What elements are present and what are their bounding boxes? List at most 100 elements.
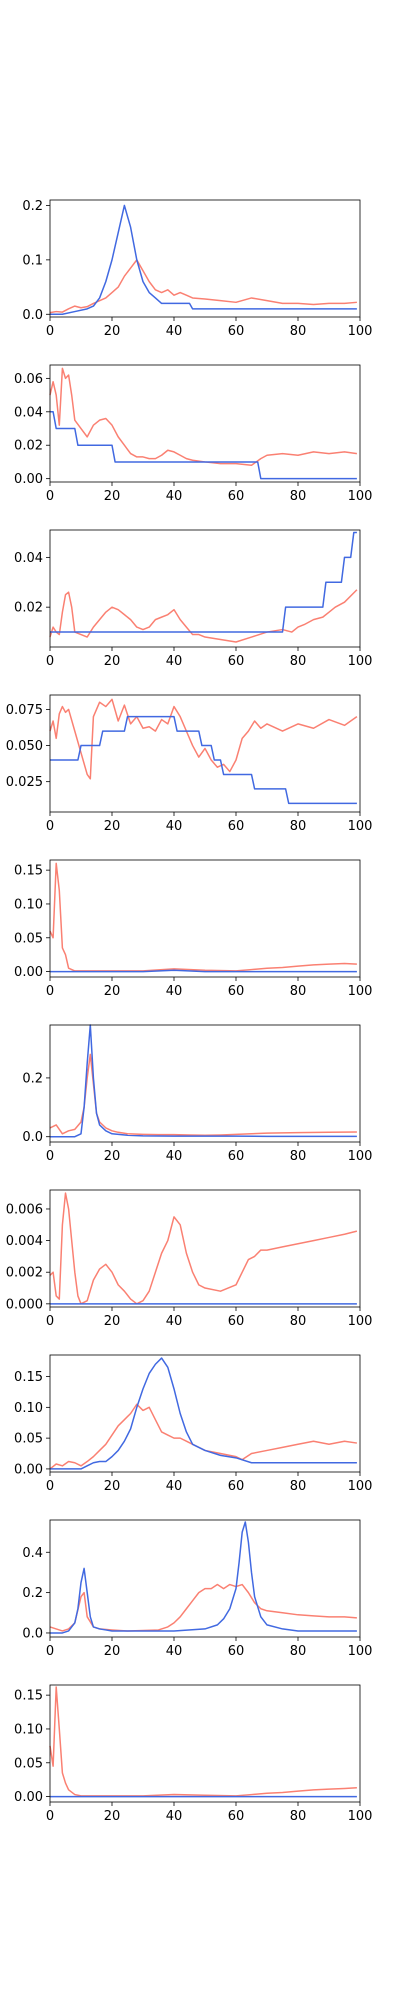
x-tick-label: 20 — [104, 984, 121, 999]
x-tick-label: 80 — [290, 1809, 307, 1824]
x-tick-label: 20 — [104, 1809, 121, 1824]
x-tick-label: 40 — [166, 654, 183, 669]
y-tick-label: 0.15 — [14, 1689, 43, 1704]
y-tick-label: 0.0 — [22, 1130, 43, 1145]
chart-panel-6: 0 20 40 60 80 100 0.0 0.2 — [22, 1024, 373, 1164]
y-tick-label: 0.04 — [14, 405, 43, 420]
x-tick-label: 40 — [166, 1644, 183, 1659]
y-tick-label: 0.15 — [14, 864, 43, 879]
chart-panel-7: 0 20 40 60 80 100 0.000 0.002 0.004 0.006 — [6, 1189, 373, 1329]
x-tick-label: 80 — [290, 1149, 307, 1164]
x-tick-label: 60 — [228, 654, 245, 669]
x-tick-label: 60 — [228, 324, 245, 339]
y-tick-label: 0.04 — [14, 551, 43, 566]
x-tick-label: 0 — [46, 1479, 54, 1494]
y-tick-label: 0.00 — [14, 1462, 43, 1477]
y-tick-label: 0.2 — [22, 1586, 43, 1601]
axes-frame — [49, 859, 361, 978]
y-tick-label: 0.10 — [14, 1401, 43, 1416]
axes-frame — [49, 1024, 361, 1143]
y-tick-label: 0.06 — [14, 372, 43, 387]
x-tick-label: 20 — [104, 819, 121, 834]
x-tick-label: 40 — [166, 1479, 183, 1494]
x-tick-label: 60 — [228, 1314, 245, 1329]
x-tick-label: 40 — [166, 1314, 183, 1329]
y-tick-label: 0.05 — [14, 1432, 43, 1447]
x-tick-label: 40 — [166, 1149, 183, 1164]
y-tick-label: 0.10 — [14, 1722, 43, 1737]
x-tick-label: 20 — [104, 1479, 121, 1494]
x-tick-label: 100 — [348, 1809, 373, 1824]
y-tick-label: 0.004 — [6, 1234, 43, 1249]
y-tick-label: 0.00 — [14, 472, 43, 487]
chart-panel-3: 0 20 40 60 80 100 0.02 0.04 — [14, 529, 373, 669]
series-line-1 — [49, 1583, 357, 1632]
x-tick-label: 60 — [228, 1644, 245, 1659]
series-line-2 — [50, 1024, 357, 1138]
x-tick-label: 100 — [348, 324, 373, 339]
y-tick-label: 0.000 — [6, 1297, 43, 1312]
x-tick-label: 80 — [290, 984, 307, 999]
x-tick-label: 100 — [348, 654, 373, 669]
chart-panel-1: 0 20 40 60 80 100 0.0 0.1 0.2 — [22, 199, 372, 339]
x-tick-label: 100 — [348, 1644, 373, 1659]
series-line-1 — [49, 698, 358, 780]
x-tick-label: 80 — [290, 1479, 307, 1494]
x-tick-label: 0 — [46, 819, 54, 834]
y-tick-label: 0.00 — [14, 1790, 43, 1805]
series-line-2 — [50, 1357, 357, 1470]
y-tick-label: 0.15 — [14, 1370, 43, 1385]
x-tick-label: 40 — [166, 819, 183, 834]
x-tick-label: 0 — [46, 984, 54, 999]
x-tick-label: 100 — [348, 1314, 373, 1329]
x-tick-label: 40 — [166, 984, 183, 999]
x-tick-label: 0 — [46, 1644, 54, 1659]
y-tick-label: 0.10 — [14, 897, 43, 912]
axes-frame — [49, 364, 361, 483]
x-tick-label: 80 — [290, 819, 307, 834]
series-line-2 — [50, 1521, 357, 1634]
y-tick-label: 0.002 — [6, 1266, 43, 1281]
x-tick-label: 0 — [46, 1809, 54, 1824]
x-tick-label: 0 — [46, 1314, 54, 1329]
axes-frame — [49, 199, 361, 318]
x-tick-label: 60 — [228, 819, 245, 834]
series-line-2 — [50, 204, 357, 316]
x-tick-label: 80 — [290, 489, 307, 504]
x-tick-label: 20 — [104, 1149, 121, 1164]
y-tick-label: 0.02 — [14, 601, 43, 616]
x-tick-label: 40 — [166, 324, 183, 339]
series-line-2 — [50, 531, 357, 633]
x-tick-label: 20 — [104, 324, 121, 339]
y-tick-label: 0.00 — [14, 965, 43, 980]
x-tick-label: 0 — [46, 489, 54, 504]
x-tick-label: 40 — [166, 1809, 183, 1824]
axes-frame — [49, 1354, 361, 1473]
y-tick-label: 0.1 — [22, 253, 43, 268]
y-tick-label: 0.025 — [6, 775, 43, 790]
x-tick-label: 100 — [348, 984, 373, 999]
chart-panel-8: 0 20 40 60 80 100 0.00 0.05 0.10 0.15 — [14, 1354, 372, 1494]
y-tick-label: 0.02 — [14, 439, 43, 454]
y-tick-label: 0.2 — [22, 199, 43, 214]
x-tick-label: 100 — [348, 1149, 373, 1164]
x-tick-label: 80 — [290, 1644, 307, 1659]
x-tick-label: 80 — [290, 654, 307, 669]
series-line-1 — [49, 589, 358, 643]
y-tick-label: 0.4 — [22, 1546, 43, 1561]
x-tick-label: 60 — [228, 489, 245, 504]
x-tick-label: 20 — [104, 654, 121, 669]
chart-panel-10: 0 20 40 60 80 100 0.00 0.05 0.10 0.15 — [14, 1684, 373, 1824]
chart-panel-5: 0 20 40 60 80 100 0.00 0.05 0.10 0.15 — [14, 859, 373, 999]
axes-frame — [49, 1519, 361, 1638]
x-tick-label: 100 — [348, 819, 373, 834]
chart-panel-4: 0 20 40 60 80 100 0.025 0.050 0.075 — [6, 694, 373, 834]
y-tick-label: 0.05 — [14, 1756, 43, 1771]
x-tick-label: 60 — [228, 1149, 245, 1164]
series-line-1 — [49, 1192, 358, 1305]
series-line-1 — [49, 259, 357, 314]
chart-panel-9: 0 20 40 60 80 100 0.0 0.2 0.4 — [22, 1519, 373, 1659]
x-tick-label: 60 — [228, 1809, 245, 1824]
series-line-2 — [50, 411, 357, 480]
